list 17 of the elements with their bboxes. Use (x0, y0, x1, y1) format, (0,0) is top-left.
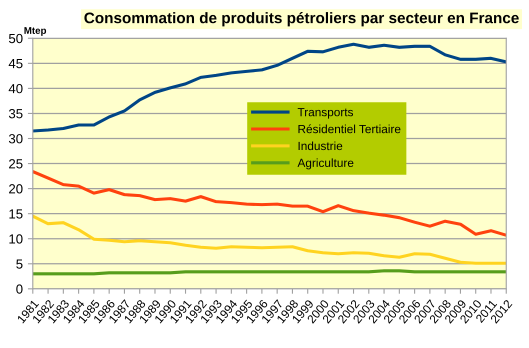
y-tick-label: 15 (9, 209, 23, 219)
y-tick-label: 35 (8, 109, 23, 118)
y-tick-label: 5 (16, 259, 23, 269)
y-tick-label: 50 (8, 34, 23, 44)
legend-label: Industrie (298, 141, 342, 150)
y-axis-title: Mtep (24, 27, 46, 36)
y-tick-label: 10 (9, 234, 23, 244)
legend-label: Agriculture (298, 158, 354, 170)
y-tick-label: 25 (9, 159, 23, 168)
chart-title: Consommation de produits pétroliers par secteur en France (84, 12, 519, 26)
y-tick-label: 20 (9, 184, 23, 194)
legend-label: Transports (298, 108, 354, 119)
y-tick-label: 45 (8, 59, 23, 68)
y-tick-label: 40 (8, 84, 23, 94)
y-tick-label: 0 (16, 284, 23, 294)
y-tick-label: 30 (8, 134, 23, 144)
legend-label: Résidentiel Tertiaire (298, 124, 400, 134)
